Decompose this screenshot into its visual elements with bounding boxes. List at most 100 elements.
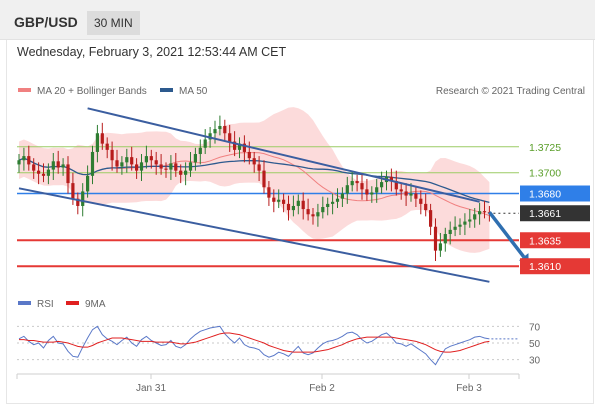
candle-body — [453, 226, 457, 230]
candle-body — [184, 170, 188, 175]
candle-body — [46, 169, 50, 176]
level-label: 1.3700 — [529, 168, 561, 180]
candle-body — [164, 168, 168, 170]
channel-lower-line — [18, 187, 490, 283]
candle-body — [478, 211, 482, 215]
candle-body — [115, 160, 119, 167]
candle-body — [433, 226, 438, 251]
candle-body — [237, 143, 242, 150]
candle-body — [144, 156, 148, 163]
candle-body — [95, 133, 99, 152]
x-tick-label: Jan 31 — [136, 383, 166, 394]
candle-body — [105, 143, 109, 150]
candle-body — [51, 161, 55, 170]
candle-body — [468, 219, 472, 222]
timeframe-badge[interactable]: 30 MIN — [87, 11, 140, 35]
candle-body — [296, 200, 300, 206]
rsi-9ma-line — [19, 332, 490, 353]
rsi-line — [18, 325, 490, 366]
ma50-legend-swatch — [160, 88, 173, 92]
candle-body — [159, 164, 163, 169]
rsi-tick-label: 50 — [529, 339, 541, 350]
candle-body — [218, 125, 222, 130]
candle-body — [380, 182, 384, 188]
candle-body — [76, 198, 80, 206]
header-bar: GBP/USD 30 MIN — [0, 0, 595, 40]
candle-body — [414, 193, 418, 199]
candle-body — [375, 187, 379, 193]
candle-body — [370, 192, 374, 195]
candle-body — [257, 164, 261, 171]
candle-body — [345, 185, 349, 194]
candle-body — [193, 154, 197, 163]
candle-body — [365, 189, 369, 195]
symbol-title: GBP/USD — [14, 14, 78, 30]
level-tag — [520, 205, 590, 222]
candle-body — [301, 200, 305, 210]
channel-upper-line — [87, 107, 480, 203]
candle-body — [174, 163, 178, 171]
candle-body — [233, 141, 237, 150]
candle-body — [27, 156, 31, 165]
candle-body — [272, 197, 276, 202]
candle-body — [438, 243, 442, 251]
level-label: 1.3610 — [529, 261, 561, 273]
candle-body — [188, 162, 193, 171]
candle-body — [139, 162, 144, 171]
candle-body — [71, 183, 75, 199]
candle-body — [409, 193, 413, 196]
ma20-legend-label: MA 20 + Bollinger Bands — [37, 86, 147, 97]
candle-body — [242, 143, 246, 152]
level-tag — [520, 185, 590, 202]
candle-body — [66, 164, 70, 184]
candle-body — [443, 234, 447, 244]
level-tag — [520, 258, 590, 275]
candle-body — [120, 162, 124, 167]
timestamp: Wednesday, February 3, 2021 12:53:44 AM … — [17, 45, 287, 59]
candle-body — [419, 198, 423, 204]
candle-body — [473, 214, 477, 220]
candle-body — [458, 224, 462, 227]
candle-body — [252, 158, 256, 165]
candle-body — [228, 133, 232, 142]
candle-body — [355, 181, 359, 184]
candle-body — [399, 189, 403, 192]
candle-body — [267, 187, 271, 198]
candle-body — [331, 201, 335, 204]
candle-body — [169, 163, 173, 170]
candle-body — [198, 147, 202, 155]
ma50-legend-label: MA 50 — [179, 86, 208, 97]
candle-body — [41, 173, 46, 176]
candle-body — [179, 170, 183, 175]
candle-body — [223, 125, 227, 134]
candle-body — [277, 199, 281, 202]
candle-body — [463, 221, 467, 225]
candle-body — [389, 176, 393, 182]
rsi-legend: RSI 9MA — [18, 299, 106, 310]
rsi-legend-label: RSI — [37, 299, 54, 310]
candle-body — [335, 198, 340, 202]
candle-body — [100, 133, 104, 144]
candle-body — [321, 207, 325, 213]
level-label: 1.3635 — [529, 235, 561, 247]
level-tag — [520, 232, 590, 249]
candle-body — [110, 149, 114, 161]
candle-body — [326, 203, 330, 208]
level-label: 1.3680 — [529, 189, 561, 201]
candle-body — [316, 212, 320, 217]
ma9-legend-label: 9MA — [85, 299, 106, 310]
candle-body — [17, 160, 21, 165]
forecast-arrow — [488, 211, 526, 258]
candle-body — [125, 157, 129, 163]
candle-body — [482, 211, 487, 213]
candle-body — [286, 203, 291, 211]
candle-body — [135, 164, 139, 171]
candle-body — [90, 151, 95, 176]
rsi-legend-swatch — [18, 301, 31, 305]
x-tick-label: Feb 2 — [309, 383, 335, 394]
candle-body — [56, 161, 60, 168]
candle-body — [404, 191, 408, 196]
candle-body — [311, 214, 315, 217]
research-credit: Research © 2021 Trading Central — [436, 86, 585, 97]
